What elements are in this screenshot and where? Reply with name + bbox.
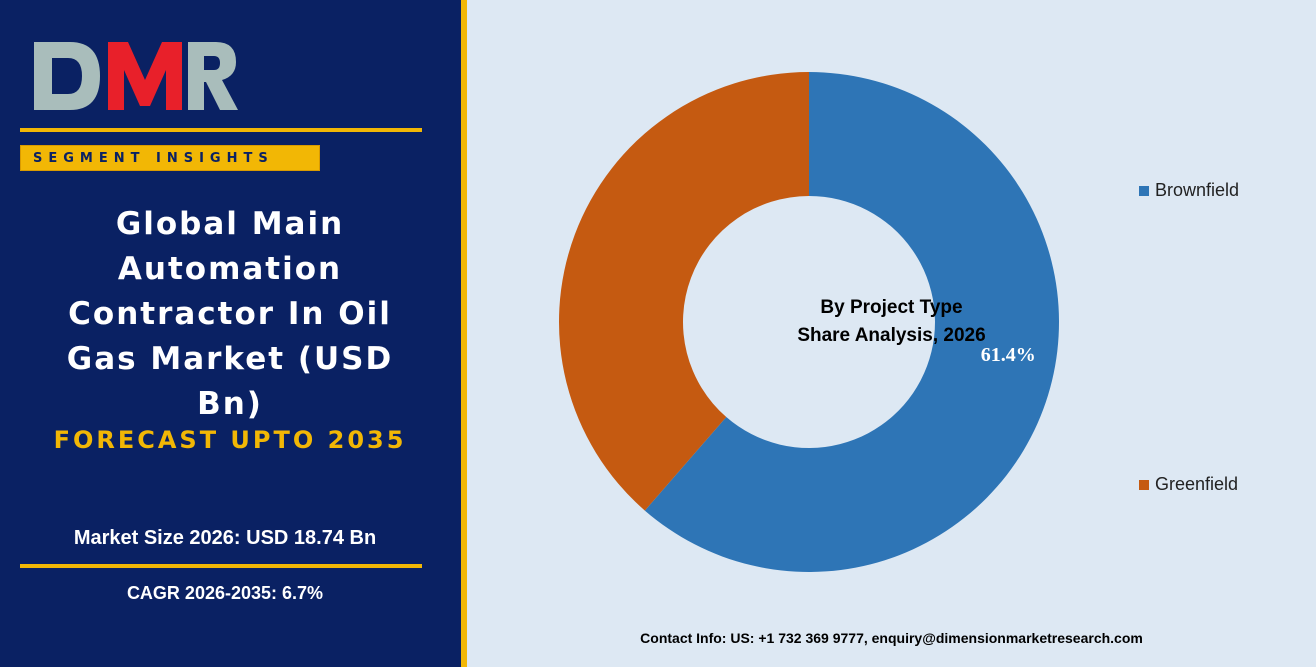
donut-chart: 61.4% (559, 72, 1059, 572)
gold-divider (461, 0, 467, 667)
slice-greenfield (559, 72, 809, 511)
cagr-stat: CAGR 2026-2035: 6.7% (126, 583, 324, 603)
slice-label-brownfield: 61.4% (981, 344, 1036, 366)
legend-label: Brownfield (1155, 180, 1240, 200)
chart-center-title-line2: Share Analysis, 2026 (797, 325, 986, 346)
legend-item-greenfield: Greenfield (1139, 474, 1238, 495)
forecast-label: FORECAST UPTO 2035 (53, 426, 407, 454)
contact-info: Contact Info: US: +1 732 369 9777, enqui… (640, 630, 1143, 646)
legend-label: Greenfield (1155, 474, 1239, 494)
legend-swatch (1139, 185, 1149, 196)
chart-panel: 61.4% By Project Type Share Analysis, 20… (467, 0, 1316, 667)
legend-swatch (1139, 479, 1149, 490)
legend-item-brownfield: Brownfield (1139, 180, 1239, 201)
chart-center-title-line1: By Project Type (820, 297, 963, 318)
left-info-panel: SEGMENT INSIGHTS Global Main Automation … (0, 0, 461, 667)
gold-rule-bottom (20, 564, 422, 568)
report-title: Global Main Automation Contractor In Oil… (66, 206, 394, 422)
dmr-logo (34, 42, 238, 110)
slice-brownfield (644, 72, 1059, 572)
market-size-stat: Market Size 2026: USD 18.74 Bn (73, 527, 377, 549)
gold-rule-top (20, 128, 422, 132)
segment-insights-badge: SEGMENT INSIGHTS (20, 145, 320, 171)
